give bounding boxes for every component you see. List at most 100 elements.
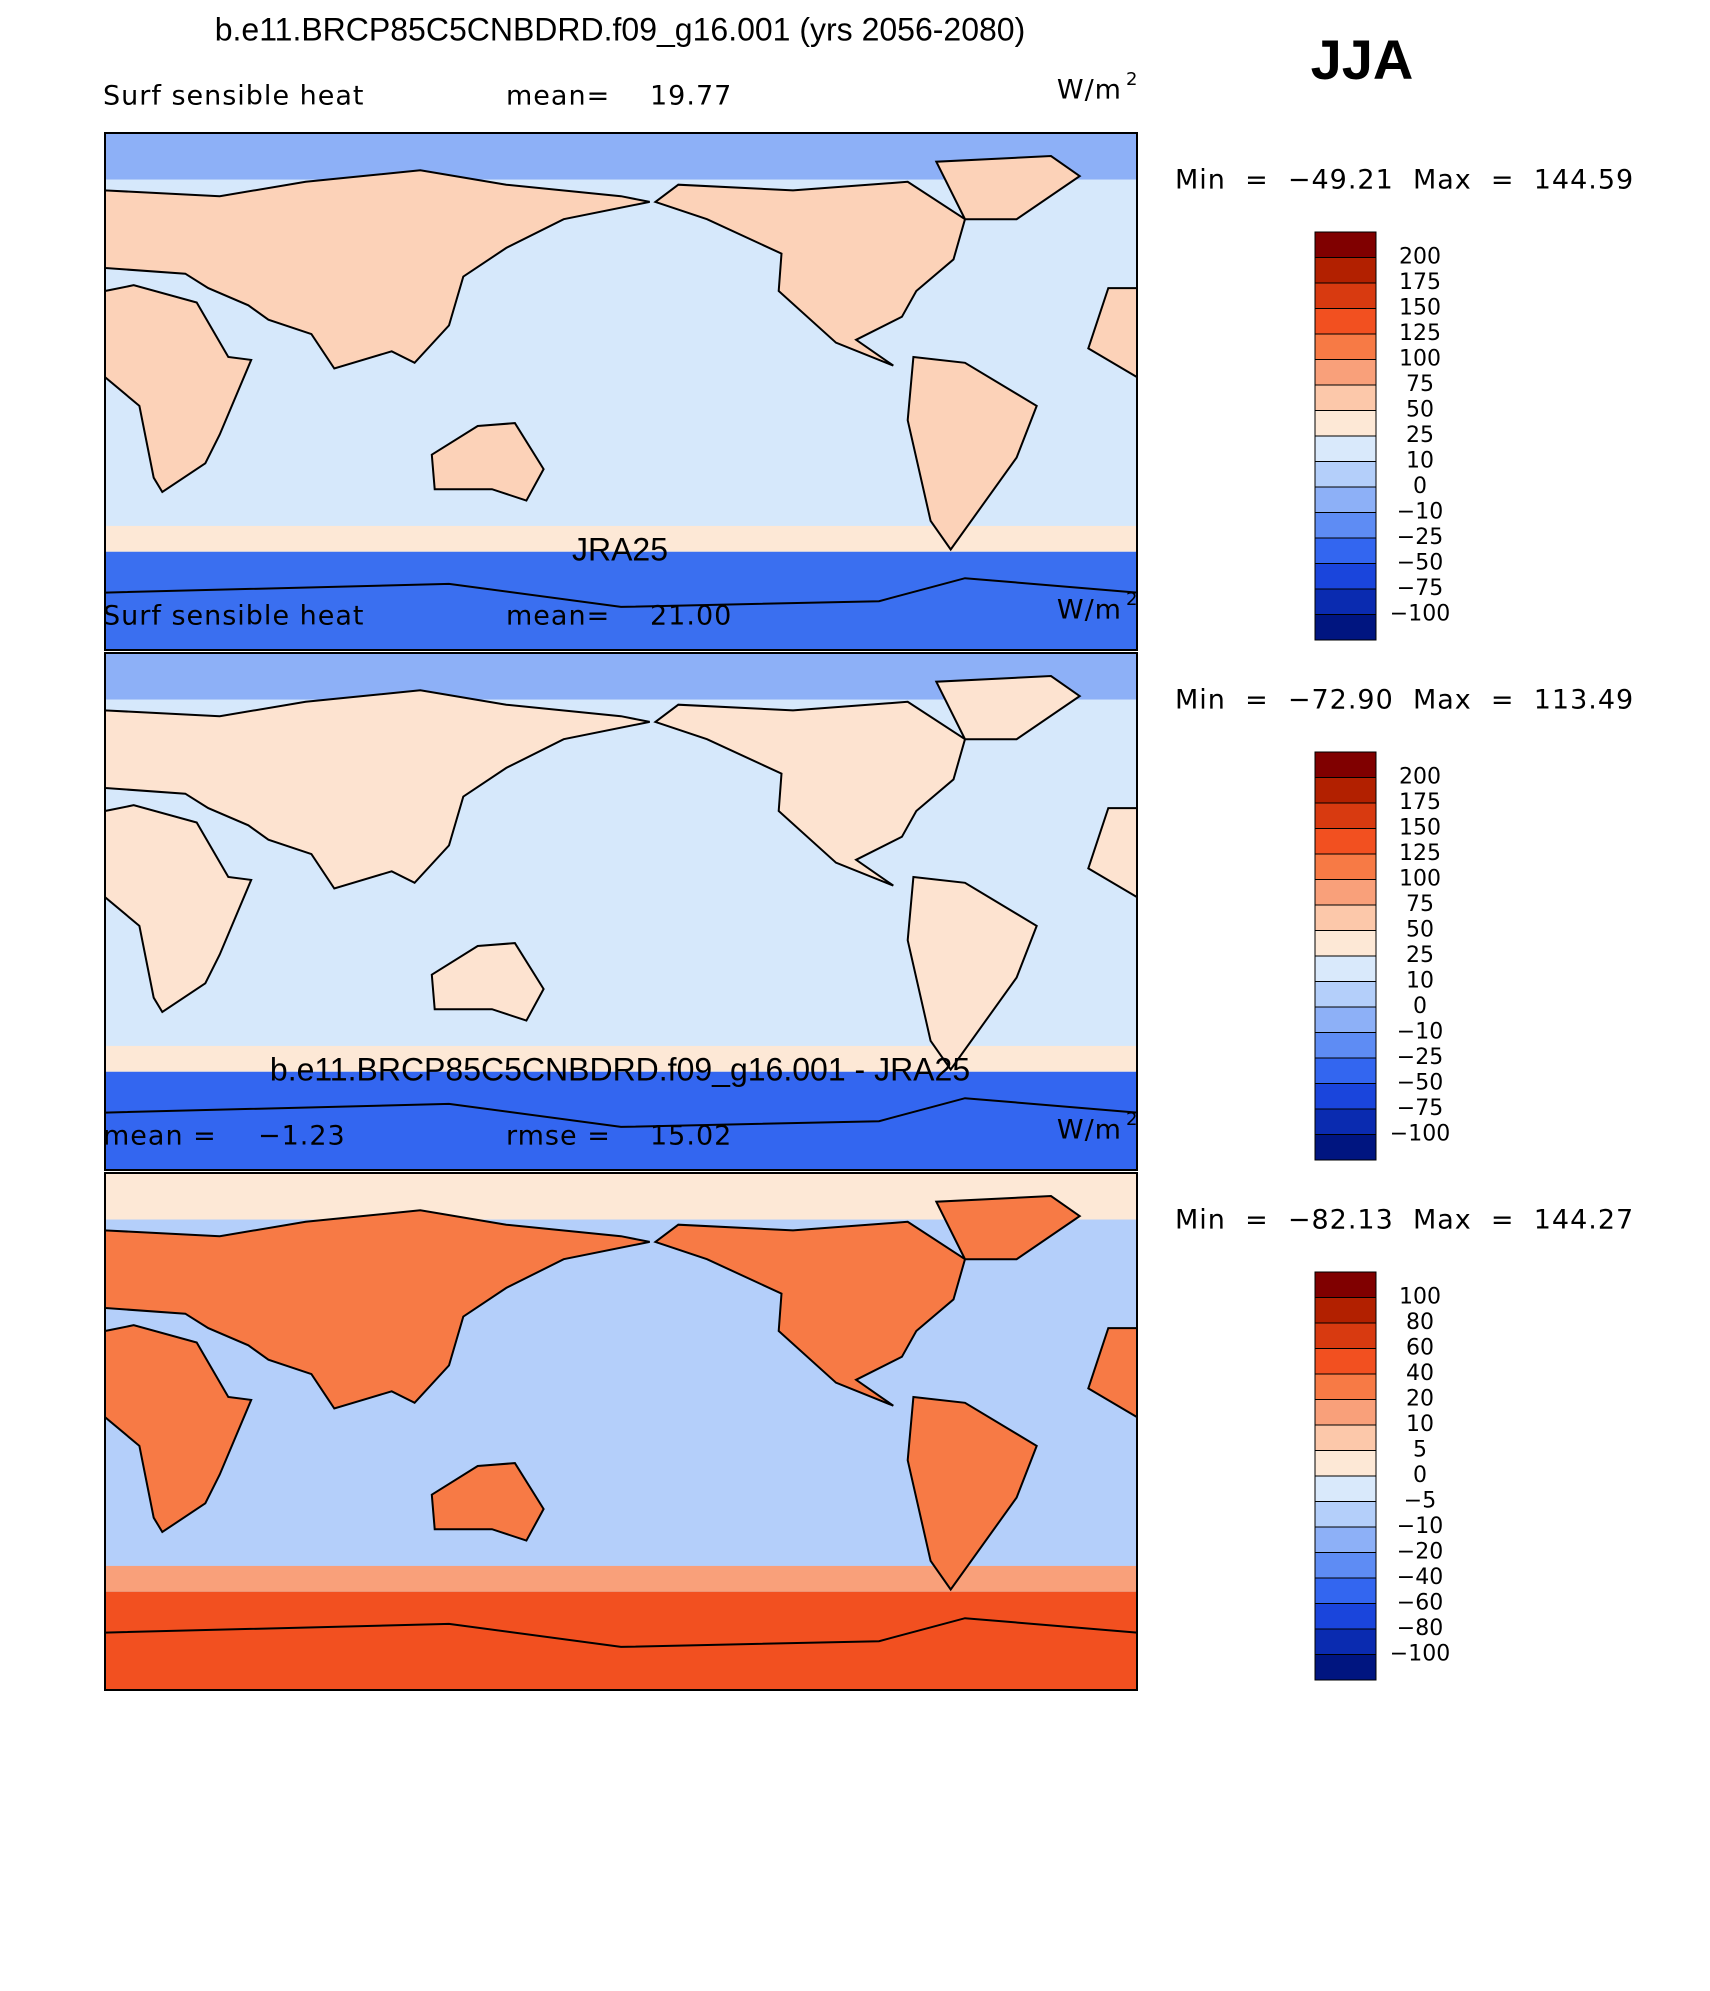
colorbar-label: −100: [1390, 1122, 1450, 1147]
season-label: JJA: [1311, 28, 1414, 91]
units: W/m: [1057, 595, 1122, 626]
panel-title: JRA25: [572, 531, 668, 567]
colorbar-label: −5: [1404, 1489, 1436, 1514]
panel: b.e11.BRCP85C5CNBDRD.f09_g16.001 (yrs 20…: [103, 11, 1633, 651]
units-exponent: 2: [1126, 589, 1137, 610]
map-land: [906, 1395, 1038, 1592]
colorbar-box: [1314, 853, 1377, 880]
colorbar-label: 25: [1406, 423, 1434, 448]
colorbar-box: [1314, 1450, 1377, 1477]
colorbar-box: [1314, 1654, 1377, 1681]
colorbar-box: [1314, 1577, 1377, 1604]
stat-value: 15.02: [650, 1121, 732, 1152]
colorbar-label: 100: [1399, 867, 1441, 892]
map-frame: [104, 652, 1138, 1171]
map-land: [104, 689, 650, 890]
map-frame: [104, 1172, 1138, 1691]
colorbar-box: [1314, 1271, 1377, 1298]
colorbar-box: [1314, 751, 1377, 778]
map-land: [906, 355, 1038, 552]
colorbar-label: 75: [1406, 892, 1434, 917]
colorbar-box: [1314, 537, 1377, 564]
colorbar-label: 5: [1413, 1438, 1427, 1463]
colorbar-box: [1314, 930, 1377, 957]
left-label: mean =: [103, 1121, 217, 1152]
map-land: [934, 674, 1082, 741]
colorbar-box: [1314, 1057, 1377, 1084]
colorbar-label: 80: [1406, 1310, 1434, 1335]
colorbar-box: [1314, 1322, 1377, 1349]
colorbar-box: [1314, 1108, 1377, 1135]
colorbar-label: 75: [1406, 372, 1434, 397]
colorbar-label: −80: [1397, 1616, 1443, 1641]
colorbar-label: 200: [1399, 245, 1441, 270]
colorbar-label: −50: [1397, 551, 1443, 576]
colorbar-label: −100: [1390, 1642, 1450, 1667]
colorbar-label: −100: [1390, 602, 1450, 627]
stat-label: rmse =: [506, 1121, 611, 1152]
map-land: [934, 154, 1082, 221]
min-max: Min = −82.13 Max = 144.27: [1175, 1205, 1634, 1236]
colorbar-label: 125: [1399, 321, 1441, 346]
colorbar-box: [1314, 461, 1377, 488]
colorbar-label: 10: [1406, 1412, 1434, 1437]
units: W/m: [1057, 75, 1122, 106]
colorbar-box: [1314, 981, 1377, 1008]
units: W/m: [1057, 1115, 1122, 1146]
panel-title: b.e11.BRCP85C5CNBDRD.f09_g16.001 (yrs 20…: [215, 11, 1026, 47]
map-land: [653, 1220, 967, 1407]
colorbar-label: −75: [1397, 1096, 1443, 1121]
map-antarctic: [105, 1071, 1137, 1170]
left-value: −1.23: [258, 1121, 346, 1152]
colorbar-label: −50: [1397, 1071, 1443, 1096]
panel-title: b.e11.BRCP85C5CNBDRD.f09_g16.001 - JRA25: [270, 1051, 970, 1087]
colorbar-box: [1314, 282, 1377, 309]
colorbar-box: [1314, 904, 1377, 931]
colorbar-label: −25: [1397, 525, 1443, 550]
colorbar-box: [1314, 1297, 1377, 1324]
colorbar-label: 200: [1399, 765, 1441, 790]
stat-value: 19.77: [650, 81, 732, 112]
stat-value: 21.00: [650, 601, 732, 632]
colorbar-box: [1314, 410, 1377, 437]
panel: b.e11.BRCP85C5CNBDRD.f09_g16.001 - JRA25…: [103, 1051, 1634, 1691]
colorbar-box: [1314, 1501, 1377, 1528]
left-label: Surf sensible heat: [103, 601, 365, 632]
colorbar-label: −10: [1397, 1514, 1443, 1539]
colorbar-label: 40: [1406, 1361, 1434, 1386]
colorbar-box: [1314, 1603, 1377, 1630]
colorbar-label: −10: [1397, 500, 1443, 525]
colorbar-label: −25: [1397, 1045, 1443, 1070]
colorbar-label: 175: [1399, 270, 1441, 295]
colorbar-label: 125: [1399, 841, 1441, 866]
map-coast-antarctica: [104, 1617, 1138, 1648]
colorbar-box: [1314, 1552, 1377, 1579]
colorbar-box: [1314, 1083, 1377, 1110]
left-label: Surf sensible heat: [103, 81, 365, 112]
colorbar-box: [1314, 828, 1377, 855]
colorbar-label: 175: [1399, 790, 1441, 815]
colorbar-box: [1314, 1348, 1377, 1375]
map-land: [104, 804, 253, 1014]
colorbar-label: 100: [1399, 1285, 1441, 1310]
colorbar-label: 0: [1413, 474, 1427, 499]
map-land: [430, 422, 545, 502]
map-land: [430, 1462, 545, 1542]
colorbar-label: 50: [1406, 398, 1434, 423]
map-land: [653, 700, 967, 887]
colorbar-box: [1314, 486, 1377, 513]
map-coast-antarctica: [104, 1097, 1138, 1128]
colorbar-box: [1314, 588, 1377, 615]
colorbar-box: [1314, 308, 1377, 335]
map-coast-antarctica: [104, 577, 1138, 608]
map-southern-band: [105, 1565, 1137, 1592]
colorbar-box: [1314, 1526, 1377, 1553]
colorbar-label: 25: [1406, 943, 1434, 968]
colorbar-box: [1314, 257, 1377, 284]
colorbar-label: 100: [1399, 347, 1441, 372]
colorbar-label: −75: [1397, 576, 1443, 601]
colorbar-label: −10: [1397, 1020, 1443, 1045]
colorbar-box: [1314, 384, 1377, 411]
